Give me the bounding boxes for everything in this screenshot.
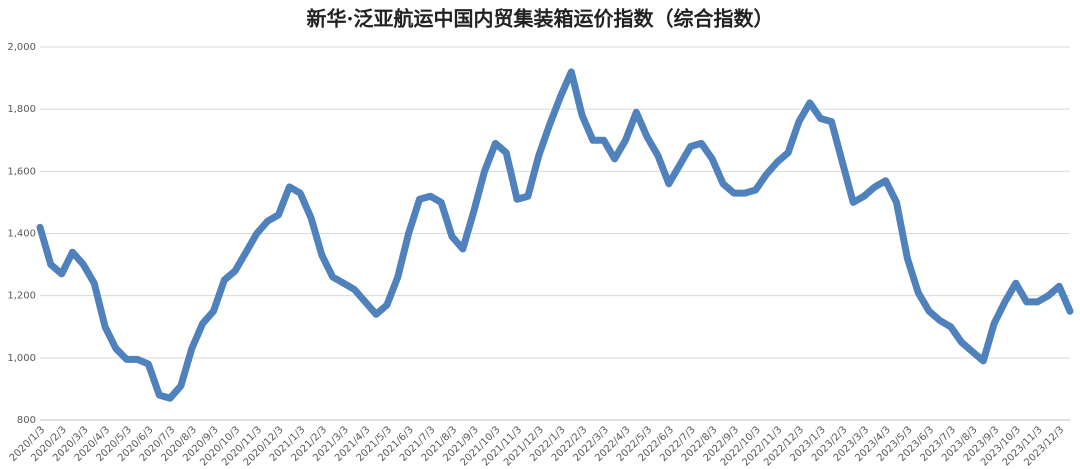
line-series: [36, 68, 1074, 402]
y-tick-label: 1,600: [7, 166, 36, 177]
y-tick-label: 1,200: [7, 291, 36, 302]
y-tick-label: 2,000: [7, 42, 36, 53]
y-tick-label: 1,000: [7, 353, 36, 364]
y-tick-label: 1,400: [7, 229, 36, 240]
y-tick-label: 1,800: [7, 104, 36, 115]
chart-title: 新华·泛亚航运中国内贸集装箱运价指数（综合指数）: [307, 7, 774, 31]
y-tick-label: 800: [17, 415, 36, 426]
